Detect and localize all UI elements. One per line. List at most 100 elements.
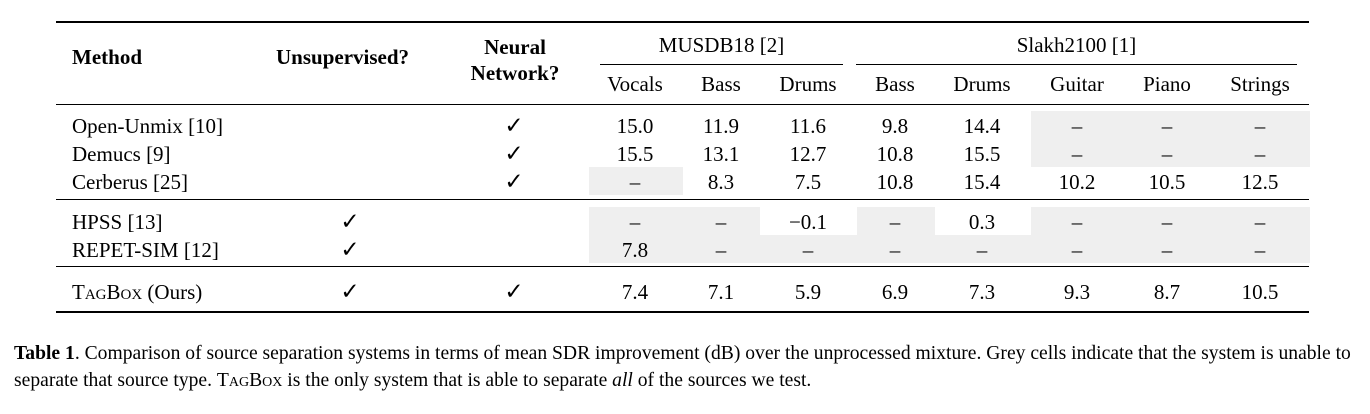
neural-check-icon: ✓: [504, 113, 524, 138]
sub-header-5: Guitar: [1050, 72, 1104, 96]
table-cell: 8.7: [1153, 280, 1181, 304]
header-rule: [56, 104, 1309, 105]
header-group-slakh: Slakh2100 [1]: [1016, 33, 1137, 57]
caption-text-3: of the sources we test.: [632, 370, 812, 391]
table-cell: 12.5: [1241, 170, 1279, 194]
table-cell: –: [1161, 114, 1173, 138]
grey-cell: [683, 235, 760, 263]
neural-check-icon: ✓: [504, 169, 524, 194]
group2-rule: [56, 266, 1309, 267]
table-cell: 7.5: [794, 170, 822, 194]
table-cell: 7.8: [621, 238, 649, 262]
table-cell: 15.0: [616, 114, 654, 138]
table-cell: 7.3: [968, 280, 996, 304]
header-neural-line2: Network?: [470, 61, 560, 85]
caption-text-2: is the only system that is able to separ…: [282, 370, 613, 391]
neural-check-icon: ✓: [504, 279, 524, 304]
grey-cell: [1031, 207, 1126, 235]
table-cell: 0.3: [968, 210, 996, 234]
table-cell: 15.4: [963, 170, 1001, 194]
grey-cell: [1031, 139, 1126, 167]
sub-header-3: Bass: [875, 72, 915, 96]
table-cell: –: [802, 238, 814, 262]
table-cell: –: [1161, 238, 1173, 262]
caption-emphasis: all: [612, 370, 633, 391]
table-cell: –: [1254, 114, 1266, 138]
table-cell: 7.4: [621, 280, 649, 304]
group1-rule: [56, 199, 1309, 200]
grey-cell: [857, 235, 935, 263]
table-cell: –: [1071, 142, 1083, 166]
header-unsupervised: Unsupervised?: [276, 45, 410, 69]
sub-header-2: Drums: [779, 72, 837, 96]
table-cell: –: [629, 210, 641, 234]
table-cell: 9.3: [1063, 280, 1091, 304]
table-cell: 9.8: [881, 114, 909, 138]
top-rule: [56, 21, 1309, 23]
row-method: REPET-SIM [12]: [72, 238, 219, 262]
caption-label: Table 1: [14, 343, 75, 364]
method-suffix: (Ours): [142, 280, 203, 304]
row-method: TagBox (Ours): [72, 280, 202, 304]
table-cell: 6.9: [881, 280, 909, 304]
sub-header-0: Vocals: [607, 72, 663, 96]
musdb-group-rule: [600, 64, 843, 65]
sub-header-4: Drums: [953, 72, 1011, 96]
table-cell: 7.1: [707, 280, 735, 304]
table-cell: 15.5: [963, 142, 1001, 166]
header-group-musdb: MUSDB18 [2]: [658, 33, 785, 57]
row-method: Cerberus [25]: [72, 170, 189, 194]
table-cell: −0.1: [788, 210, 828, 234]
table-cell: 10.8: [876, 170, 914, 194]
grey-cell: [1031, 111, 1126, 139]
header-neural-line1: Neural: [484, 35, 546, 59]
grey-cell: [857, 207, 935, 235]
table-cell: –: [1161, 210, 1173, 234]
table-cell: 12.7: [789, 142, 827, 166]
slakh-group-rule: [856, 64, 1297, 65]
neural-check-icon: ✓: [504, 141, 524, 166]
grey-cell: [1126, 111, 1210, 139]
grey-cell: [1210, 207, 1310, 235]
caption-text-1: . Comparison of source separation system…: [14, 343, 1351, 391]
table-cell: 10.5: [1148, 170, 1186, 194]
table-cell: 13.1: [702, 142, 740, 166]
table-cell: –: [629, 170, 641, 194]
table-cell: –: [889, 238, 901, 262]
grey-cell: [1031, 235, 1126, 263]
unsupervised-check-icon: ✓: [340, 209, 360, 234]
table-cell: –: [889, 210, 901, 234]
table-cell: 15.5: [616, 142, 654, 166]
table-cell: –: [1161, 142, 1173, 166]
grey-cell: [1126, 235, 1210, 263]
table-cell: –: [715, 210, 727, 234]
table-cell: –: [1071, 238, 1083, 262]
table-cell: 11.9: [703, 114, 739, 138]
grey-cell: [1210, 111, 1310, 139]
table-cell: 10.5: [1241, 280, 1279, 304]
unsupervised-check-icon: ✓: [340, 237, 360, 262]
table-cell: –: [1071, 210, 1083, 234]
row-method: Open-Unmix [10]: [72, 114, 224, 138]
row-method: HPSS [13]: [72, 210, 163, 234]
table-cell: –: [1071, 114, 1083, 138]
grey-cell: [1126, 207, 1210, 235]
method-tagbox: TagBox: [72, 280, 143, 304]
bottom-rule: [56, 311, 1309, 313]
grey-cell: [1210, 139, 1310, 167]
grey-cell: [683, 207, 760, 235]
row-method: Demucs [9]: [72, 142, 171, 166]
grey-cell: [1210, 235, 1310, 263]
table-cell: –: [976, 238, 988, 262]
table-cell: 10.8: [876, 142, 914, 166]
sub-header-6: Piano: [1143, 72, 1191, 96]
caption-tagbox: TagBox: [216, 370, 283, 391]
table-cell: 11.6: [790, 114, 826, 138]
table-cell: –: [1254, 142, 1266, 166]
grey-cell: [760, 235, 857, 263]
grey-cell: [589, 167, 683, 195]
table-cell: 8.3: [707, 170, 735, 194]
grey-cell: [589, 235, 683, 263]
sub-header-1: Bass: [701, 72, 741, 96]
table-cell: 5.9: [794, 280, 822, 304]
